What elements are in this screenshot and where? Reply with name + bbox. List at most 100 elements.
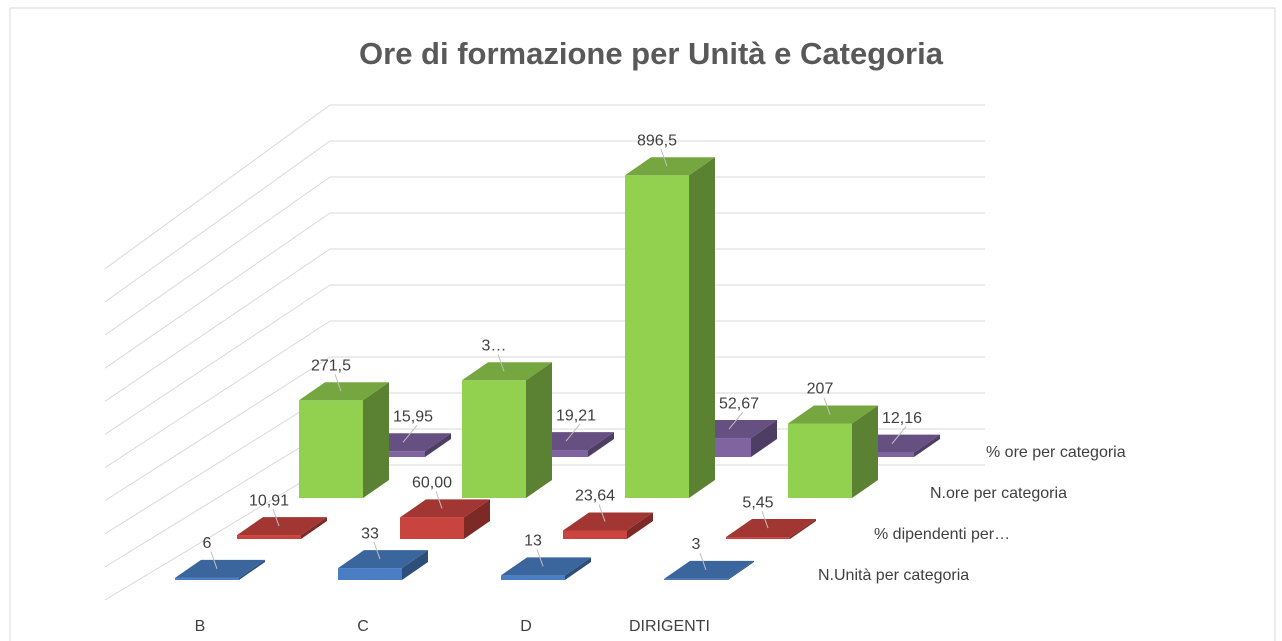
- side-grid-line: [104, 464, 331, 601]
- bar-side: [239, 559, 265, 580]
- bar-side: [526, 362, 552, 498]
- data-label: 3: [692, 536, 701, 553]
- side-grid-line: [104, 320, 331, 468]
- bar: [664, 560, 754, 580]
- bar-top: [462, 362, 552, 381]
- bar: [625, 157, 715, 498]
- bar: [788, 405, 878, 498]
- bar-side: [588, 432, 614, 457]
- x-tick-label: B: [195, 618, 206, 635]
- bar-side: [425, 433, 451, 457]
- bar-side: [751, 420, 777, 457]
- leader-line: [536, 549, 544, 567]
- bar-front: [664, 578, 728, 580]
- bar-front: [175, 577, 239, 580]
- bar-front: [788, 423, 852, 498]
- bars: % ore per categoria 15,95 19,21 52,67 12,16 N…: [175, 132, 1126, 635]
- leader-line: [272, 508, 280, 527]
- bar-front: [726, 537, 790, 539]
- side-grid-line: [104, 248, 331, 402]
- bar-top: [563, 512, 653, 531]
- data-label: 12,16: [882, 410, 922, 427]
- leader-line: [497, 354, 505, 372]
- side-grid-line: [104, 428, 331, 568]
- leader-line: [891, 426, 907, 444]
- bar-side: [464, 499, 490, 539]
- bar-front: [501, 575, 565, 580]
- bar-side: [852, 405, 878, 498]
- leader-line: [373, 541, 381, 560]
- bar-side: [914, 434, 940, 457]
- legend-label: N.ore per categoria: [930, 485, 1067, 502]
- bar-top: [501, 557, 591, 576]
- data-label: 271,5: [311, 357, 351, 374]
- bar-side: [301, 517, 327, 539]
- bar: [338, 550, 428, 580]
- side-grid-line: [104, 284, 331, 435]
- leader-line: [402, 424, 418, 443]
- bar-top: [175, 559, 265, 578]
- chart-title: Ore di formazione per Unità e Categoria: [359, 36, 944, 71]
- leader-line: [761, 510, 769, 529]
- side-grid-line: [104, 392, 331, 535]
- bar-front: [361, 451, 425, 457]
- leader-line: [699, 552, 707, 571]
- leader-line: [565, 423, 581, 442]
- bar-side: [565, 557, 591, 580]
- bar-side: [790, 519, 816, 539]
- bar: [726, 519, 816, 539]
- bar-top: [299, 382, 389, 401]
- data-label: 15,95: [393, 408, 433, 425]
- data-label: 33: [361, 525, 379, 542]
- legend-label: % ore per categoria: [986, 444, 1126, 461]
- legend-label: N.Unità per categoria: [818, 567, 969, 584]
- bar-top: [338, 550, 428, 569]
- bar-top: [788, 405, 878, 424]
- bar-side: [402, 550, 428, 580]
- side-grid-line: [104, 140, 331, 303]
- x-tick-label: DIRIGENTI: [629, 618, 710, 635]
- data-label: 3…: [482, 337, 507, 354]
- bar-side: [689, 157, 715, 498]
- leader-line: [823, 397, 831, 415]
- data-label: 60,00: [412, 475, 452, 492]
- x-tick-label: D: [520, 618, 532, 635]
- bar-front: [338, 568, 402, 580]
- side-grid-line: [104, 356, 331, 502]
- data-label: 10,91: [249, 492, 289, 509]
- bar-top: [400, 499, 490, 518]
- bar-top: [237, 517, 327, 536]
- bar-side: [363, 382, 389, 498]
- leader-line: [435, 491, 443, 509]
- x-tick-label: C: [357, 618, 369, 635]
- bar-side: [728, 560, 754, 580]
- side-grid-line: [104, 176, 331, 336]
- leader-line: [210, 551, 218, 570]
- bar-top: [664, 560, 754, 579]
- bar-front: [524, 450, 588, 457]
- bar-top: [726, 519, 816, 538]
- leader-line: [334, 374, 342, 392]
- bar: [462, 362, 552, 498]
- data-label: 207: [807, 381, 834, 398]
- bar-front: [625, 175, 689, 498]
- side-grid-line: [104, 104, 331, 270]
- bar: [237, 517, 327, 539]
- bar-front: [237, 535, 301, 539]
- data-label: 5,45: [742, 494, 773, 511]
- side-grid-line: [104, 212, 331, 369]
- bar-front: [462, 380, 526, 498]
- bar-top: [625, 157, 715, 176]
- bar: [400, 499, 490, 539]
- data-label: 896,5: [637, 132, 677, 149]
- data-label: 6: [203, 535, 212, 552]
- bar: [299, 382, 389, 498]
- leader-line: [728, 411, 744, 430]
- bar-front: [563, 530, 627, 539]
- leader-line: [660, 149, 668, 167]
- bar-front: [299, 400, 363, 498]
- leader-line: [598, 504, 606, 522]
- data-label: 23,64: [575, 488, 615, 505]
- bar: [501, 557, 591, 580]
